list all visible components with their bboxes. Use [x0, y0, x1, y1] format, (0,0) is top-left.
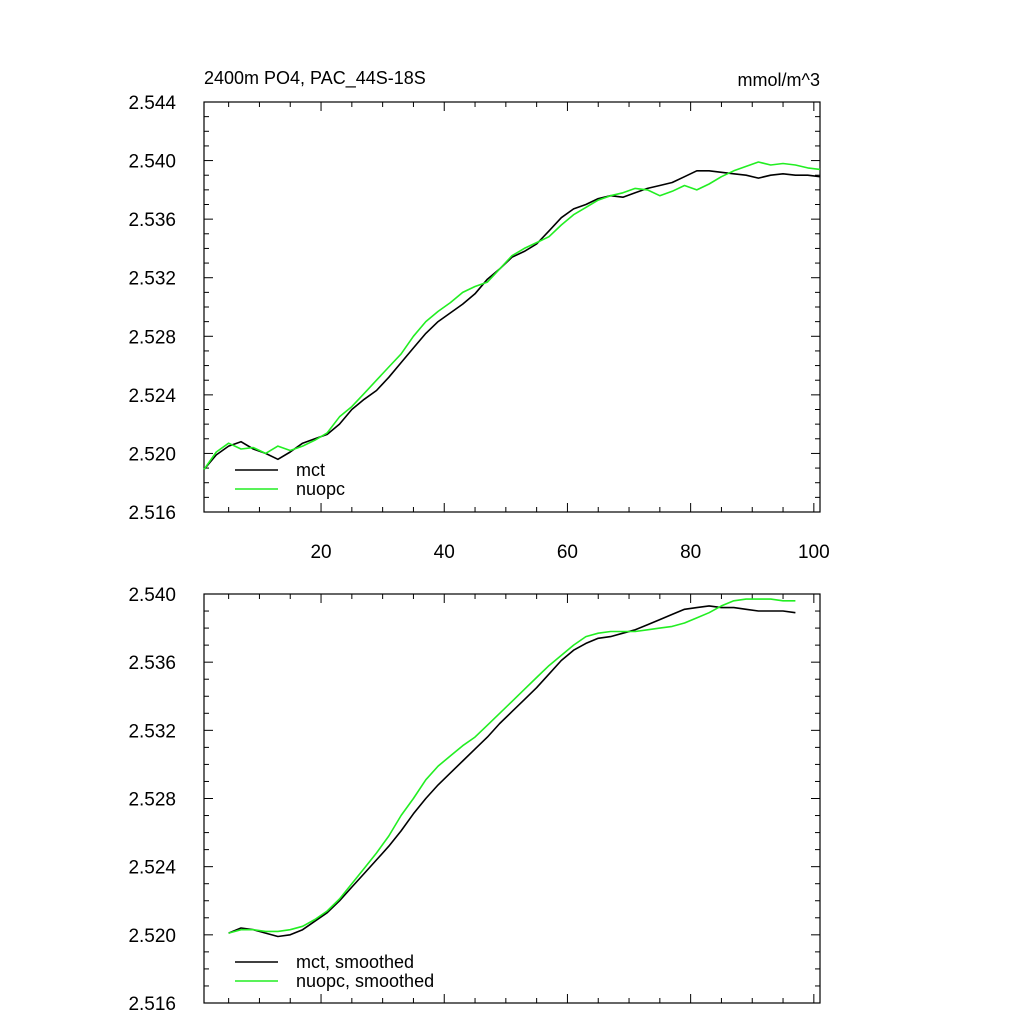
top-x-tick-labels: 20 40 60 80 100 — [310, 542, 829, 563]
legend-label-nuopc: nuopc — [296, 479, 345, 499]
x-tick-label: 80 — [680, 542, 701, 563]
y-tick-label: 2.540 — [128, 585, 176, 606]
series-line-nuopc-smoothed — [228, 598, 796, 934]
x-tick-label: 40 — [434, 542, 455, 563]
panel-title: 2400m PO4, PAC_44S-18S — [204, 68, 426, 89]
bottom-series-lines — [228, 598, 796, 938]
y-tick-label: 2.532 — [128, 269, 176, 290]
top-ticks — [204, 101, 820, 513]
y-tick-label: 2.536 — [128, 210, 176, 231]
y-tick-label: 2.516 — [128, 994, 176, 1015]
bottom-plot-frame — [203, 593, 821, 1004]
y-tick-label: 2.528 — [128, 327, 176, 348]
units-label: mmol/m^3 — [738, 70, 820, 90]
y-tick-label: 2.524 — [128, 386, 176, 407]
bottom-panel: 2.516 2.520 2.524 2.528 2.532 2.536 2.540 mct,… — [128, 585, 821, 1015]
bottom-ticks — [204, 593, 820, 1004]
x-tick-label: 100 — [798, 542, 830, 563]
series-line-mct — [203, 170, 821, 471]
legend-label-nuopc-smoothed: nuopc, smoothed — [296, 971, 434, 991]
y-tick-label: 2.532 — [128, 721, 176, 742]
y-tick-label: 2.520 — [128, 926, 176, 947]
y-tick-label: 2.540 — [128, 152, 176, 173]
y-tick-label: 2.536 — [128, 653, 176, 674]
y-tick-label: 2.524 — [128, 858, 176, 879]
y-tick-label: 2.516 — [128, 503, 176, 524]
top-plot-frame — [203, 101, 821, 513]
legend-label-mct-smoothed: mct, smoothed — [296, 952, 414, 972]
x-tick-label: 20 — [310, 542, 331, 563]
y-tick-label: 2.544 — [128, 93, 176, 114]
bottom-y-tick-labels: 2.516 2.520 2.524 2.528 2.532 2.536 2.540 — [128, 585, 176, 1015]
bottom-legend: mct, smoothed nuopc, smoothed — [235, 952, 434, 991]
legend-label-mct: mct — [296, 460, 325, 480]
top-legend: mct nuopc — [235, 460, 345, 499]
top-series-lines — [203, 161, 821, 471]
x-tick-label: 60 — [557, 542, 578, 563]
y-tick-label: 2.528 — [128, 790, 176, 811]
y-tick-label: 2.520 — [128, 444, 176, 465]
top-y-tick-labels: 2.516 2.520 2.524 2.528 2.532 2.536 2.540 2.544 — [128, 93, 176, 524]
series-line-mct-smoothed — [228, 605, 796, 938]
series-line-nuopc — [203, 161, 821, 470]
top-panel: 2400m PO4, PAC_44S-18S mmol/m^3 2.5162.5… — [128, 68, 829, 563]
